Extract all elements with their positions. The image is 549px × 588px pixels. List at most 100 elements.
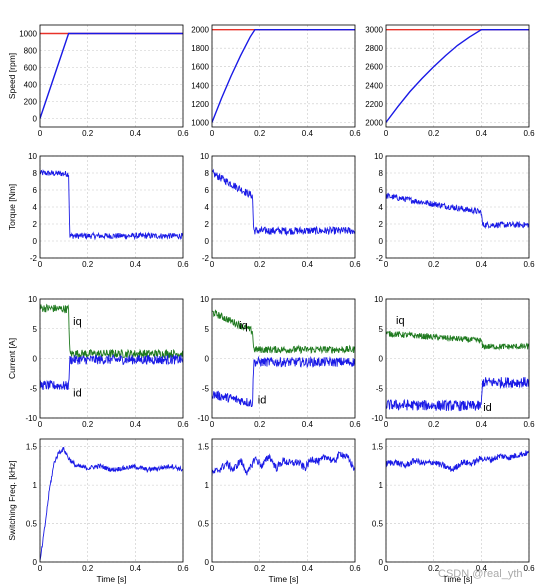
x-tick-label: 0.2 bbox=[82, 564, 94, 573]
y-tick-label: -5 bbox=[30, 384, 38, 393]
y-tick-label: 1.5 bbox=[26, 443, 38, 452]
x-tick-label: 0.6 bbox=[523, 564, 535, 573]
x-tick-label: 0.2 bbox=[254, 420, 266, 429]
annotation-id: id bbox=[258, 395, 267, 407]
y-tick-label: 1400 bbox=[191, 81, 209, 90]
x-tick-label: 0.4 bbox=[302, 420, 314, 429]
y-tick-label: 0.5 bbox=[198, 520, 210, 529]
axes-frame bbox=[385, 24, 530, 128]
x-tick-label: 0.2 bbox=[428, 564, 440, 573]
series-line-1 bbox=[212, 168, 355, 237]
y-tick-label: 1.5 bbox=[372, 443, 384, 452]
y-tick-label: 800 bbox=[24, 47, 38, 56]
x-tick-label: 0 bbox=[38, 260, 43, 269]
y-tick-label: 10 bbox=[28, 295, 37, 304]
y-tick-label: 2600 bbox=[365, 63, 383, 72]
axes-frame bbox=[211, 438, 356, 563]
y-tick-label: 2 bbox=[33, 220, 38, 229]
axes-frame bbox=[211, 298, 356, 419]
x-axis-label: Time [s] bbox=[443, 574, 473, 584]
x-tick-label: 0.6 bbox=[349, 260, 361, 269]
x-tick-label: 0 bbox=[38, 420, 43, 429]
y-tick-label: 1.5 bbox=[198, 443, 210, 452]
y-tick-label: 400 bbox=[24, 81, 38, 90]
x-tick-label: 0.2 bbox=[254, 564, 266, 573]
x-tick-label: 0.2 bbox=[428, 260, 440, 269]
series-line-1 bbox=[212, 309, 355, 355]
y-tick-label: -2 bbox=[30, 254, 38, 263]
panel-7: 0 0.2 0.4 0.6 -10 -5 0 5 10 iq id Current [A] bbox=[7, 295, 189, 429]
x-tick-label: 0.4 bbox=[130, 420, 142, 429]
y-tick-label: 10 bbox=[200, 295, 209, 304]
y-tick-label: 4 bbox=[379, 203, 384, 212]
panel-1: 0 0.2 0.4 0.6 0 200 400 600 800 1000 Speed [rpm] bbox=[7, 24, 189, 138]
y-tick-label: 0 bbox=[33, 115, 38, 124]
x-tick-label: 0.6 bbox=[177, 420, 189, 429]
y-tick-label: -10 bbox=[197, 414, 209, 423]
x-tick-label: 0.2 bbox=[254, 260, 266, 269]
x-tick-label: 0.6 bbox=[177, 129, 189, 138]
annotation-iq: iq bbox=[73, 316, 82, 328]
y-tick-label: 2200 bbox=[365, 100, 383, 109]
x-tick-label: 0.6 bbox=[177, 564, 189, 573]
y-tick-label: -5 bbox=[376, 384, 384, 393]
x-tick-label: 0.6 bbox=[349, 420, 361, 429]
y-tick-label: 2000 bbox=[191, 26, 209, 35]
y-tick-label: 6 bbox=[379, 186, 384, 195]
y-tick-label: 4 bbox=[205, 203, 210, 212]
axes-frame bbox=[39, 155, 184, 259]
y-tick-label: 0 bbox=[205, 558, 210, 567]
panel-8: 0 0.2 0.4 0.6 -10 -5 0 5 10 iq id bbox=[197, 295, 361, 429]
y-tick-label: 2 bbox=[205, 220, 210, 229]
y-tick-label: 1 bbox=[33, 481, 38, 490]
series-line-2 bbox=[386, 377, 529, 412]
panel-11: 0 0.2 0.4 0.6 0 0.5 1 1.5 Time [s] bbox=[198, 438, 361, 584]
y-tick-label: 5 bbox=[33, 325, 38, 334]
y-tick-label: 1800 bbox=[191, 44, 209, 53]
y-tick-label: 10 bbox=[374, 295, 383, 304]
series-line-2 bbox=[212, 28, 355, 123]
panel-10: 0 0.2 0.4 0.6 0 0.5 1 1.5 Switching Freq. [kHz] T… bbox=[7, 438, 189, 584]
y-axis-label: Torque [Nm] bbox=[7, 184, 17, 230]
x-tick-label: 0.4 bbox=[302, 260, 314, 269]
series-line-1 bbox=[40, 169, 183, 241]
annotation-id: id bbox=[73, 388, 82, 400]
x-tick-label: 0 bbox=[38, 564, 43, 573]
y-tick-label: 0 bbox=[379, 558, 384, 567]
x-tick-label: 0 bbox=[384, 260, 389, 269]
axes-frame bbox=[39, 24, 184, 128]
y-tick-label: 0 bbox=[33, 355, 38, 364]
y-tick-label: 1000 bbox=[191, 118, 209, 127]
series-line-2 bbox=[386, 28, 529, 123]
x-tick-label: 0.2 bbox=[428, 129, 440, 138]
x-tick-label: 0.2 bbox=[82, 260, 94, 269]
y-tick-label: 0 bbox=[205, 355, 210, 364]
y-axis-label: Switching Freq. [kHz] bbox=[7, 460, 17, 540]
axes-frame bbox=[211, 24, 356, 128]
series-line-1 bbox=[40, 447, 183, 561]
x-tick-label: 0 bbox=[384, 129, 389, 138]
y-tick-label: 2000 bbox=[365, 118, 383, 127]
series-line-2 bbox=[40, 353, 183, 391]
x-tick-label: 0.4 bbox=[476, 260, 488, 269]
panel-9: 0 0.2 0.4 0.6 -10 -5 0 5 10 iq id bbox=[371, 295, 535, 429]
annotation-id: id bbox=[483, 402, 492, 414]
x-axis-label: Time [s] bbox=[269, 574, 299, 584]
annotation-iq: iq bbox=[396, 315, 405, 327]
series-line-1 bbox=[40, 303, 183, 359]
y-tick-label: -10 bbox=[25, 414, 37, 423]
x-tick-label: 0.6 bbox=[523, 129, 535, 138]
panel-12: 0 0.2 0.4 0.6 0 0.5 1 1.5 Time [s] bbox=[372, 438, 535, 584]
y-tick-label: 200 bbox=[24, 98, 38, 107]
x-tick-label: 0 bbox=[38, 129, 43, 138]
series-line-1 bbox=[386, 450, 529, 472]
x-tick-label: 0.4 bbox=[476, 420, 488, 429]
axes-frame bbox=[385, 298, 530, 419]
axes-frame bbox=[385, 155, 530, 259]
y-tick-label: 0 bbox=[379, 237, 384, 246]
y-tick-label: 8 bbox=[33, 169, 38, 178]
x-tick-label: 0.4 bbox=[476, 564, 488, 573]
